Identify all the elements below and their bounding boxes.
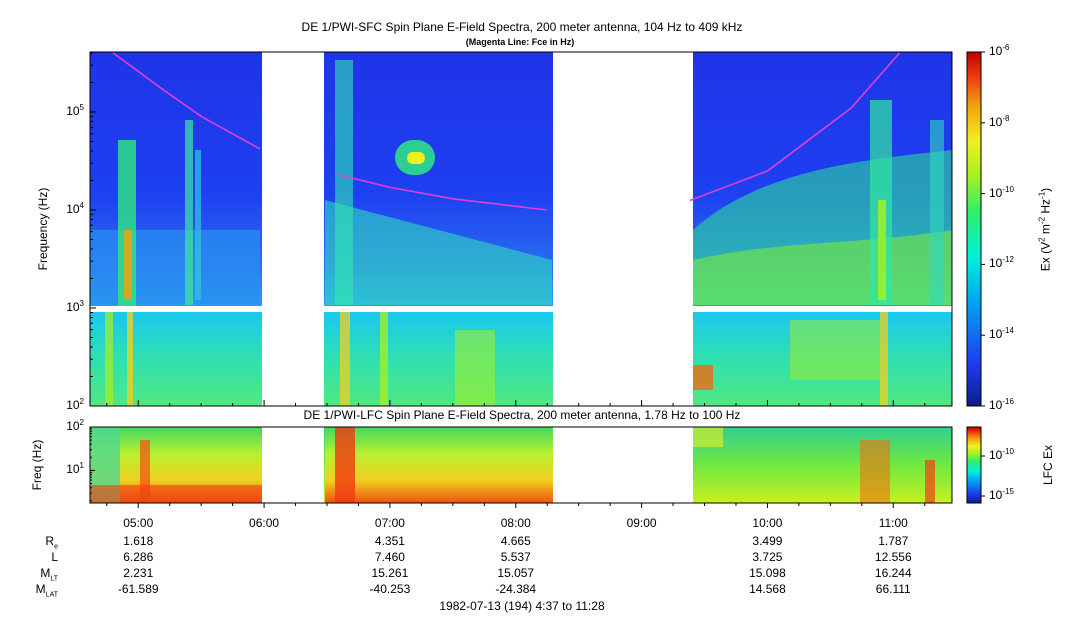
ephemeris-value: 5.537	[500, 550, 531, 564]
lfc-y-tick-label: 101	[66, 461, 84, 477]
x-tick-label: 05:00	[123, 516, 154, 530]
ephemeris-value: 16.244	[874, 566, 912, 580]
lfc-y-tick-label: 102	[66, 418, 84, 433]
sfc-y-tick-label: 103	[66, 298, 84, 314]
ephemeris-value: 15.261	[371, 566, 409, 580]
fce-line-segment-1	[112, 52, 261, 150]
ephemeris-value: -24.384	[495, 582, 537, 596]
fce-line-segment-3	[689, 52, 901, 202]
sfc-y-axis-label: Frequency (Hz)	[36, 187, 50, 271]
ephemeris-value: 3.499	[752, 534, 783, 548]
x-tick-label: 08:00	[500, 516, 531, 530]
ephemeris-value: 66.111	[875, 582, 911, 596]
sfc-title: DE 1/PWI-SFC Spin Plane E-Field Spectra,…	[301, 20, 743, 34]
ephemeris-row-label: MLAT	[35, 582, 58, 599]
time-range-footer: 1982-07-13 (194) 4:37 to 11:28	[439, 599, 605, 613]
ephemeris-value: -40.253	[369, 582, 411, 596]
lfc-title: DE 1/PWI-LFC Spin Plane E-Field Spectra,…	[303, 408, 741, 422]
ephemeris-value: 7.460	[374, 550, 405, 564]
data-gap-2	[553, 52, 693, 406]
sfc-y-tick-label: 105	[66, 102, 84, 118]
lfc-colorbar-label: LFC Ex	[1041, 445, 1055, 486]
x-tick-label: 11:00	[878, 516, 908, 530]
x-tick-label: 09:00	[626, 516, 657, 530]
ephemeris-value: 1.618	[123, 534, 154, 548]
sfc-colorbar-tick-label: 10-12	[989, 255, 1014, 271]
ephemeris-value: 1.787	[878, 534, 909, 548]
ephemeris-value: 4.665	[500, 534, 531, 548]
lfc-colorbar-tick-label: 10-15	[989, 487, 1014, 502]
ephemeris-value: 15.057	[497, 566, 535, 580]
ephemeris-value: 14.568	[749, 582, 786, 596]
x-tick-label: 10:00	[752, 516, 783, 530]
ephemeris-value: 12.556	[874, 550, 912, 564]
sfc-colorbar-label: Ex (V2 m-2 Hz-1)	[1037, 187, 1053, 272]
ephemeris-row-label: MLT	[40, 566, 58, 583]
fce-line-segment-2	[337, 173, 548, 211]
sfc-colorbar-tick-label: 10-8	[989, 113, 1010, 129]
sfc-spectrogram	[90, 52, 952, 406]
lfc-y-axis-label: Freq (Hz)	[30, 439, 44, 491]
ephemeris-value: 2.231	[123, 566, 154, 580]
ephemeris-value: 15.098	[749, 566, 786, 580]
sfc-y-tick-label: 104	[66, 200, 84, 216]
sfc-colorbar-tick-label: 10-10	[989, 184, 1014, 200]
ephemeris-row-label: L	[51, 550, 58, 564]
x-tick-label: 07:00	[374, 516, 405, 530]
ephemeris-value: -61.589	[117, 582, 159, 596]
sfc-colorbar	[966, 51, 982, 407]
ephemeris-value: 4.351	[374, 534, 405, 548]
ephemeris-row-label: Re	[45, 534, 58, 551]
x-tick-label: 06:00	[249, 516, 280, 530]
ephemeris-value: 6.286	[123, 550, 154, 564]
sfc-colorbar-tick-label: 10-16	[989, 397, 1014, 412]
ephemeris-value: 3.725	[752, 550, 783, 564]
data-gap-1	[262, 52, 324, 406]
lfc-colorbar	[966, 426, 982, 504]
sfc-colorbar-tick-label: 10-14	[989, 326, 1014, 342]
sfc-subtitle: (Magenta Line: Fce in Hz)	[465, 37, 575, 47]
lfc-colorbar-tick-label: 10-10	[989, 447, 1014, 462]
lfc-spectrogram	[90, 427, 952, 503]
sfc-colorbar-tick-label: 10-6	[989, 43, 1010, 58]
sfc-y-tick-label: 102	[66, 397, 84, 412]
